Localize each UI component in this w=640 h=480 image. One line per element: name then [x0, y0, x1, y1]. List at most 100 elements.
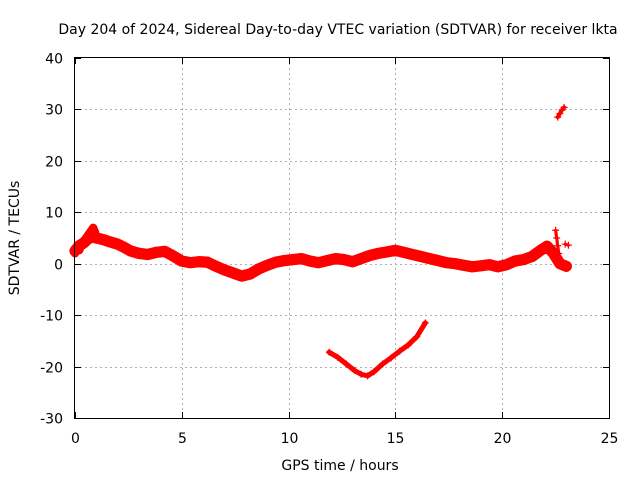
- data-point-marker: [342, 360, 350, 368]
- data-point-marker: [400, 248, 408, 256]
- tick-layer: [75, 58, 610, 419]
- data-point-marker: [421, 319, 429, 327]
- data-point-marker: [502, 261, 510, 269]
- data-point-marker: [120, 243, 128, 251]
- data-point-marker: [169, 252, 177, 260]
- data-point-marker: [135, 249, 143, 257]
- data-point-marker: [84, 231, 92, 239]
- y-axis-title: SDTVAR / TECUs: [7, 181, 23, 296]
- data-point-marker: [221, 266, 229, 274]
- data-point-marker: [351, 367, 359, 375]
- x-axis-title: GPS time / hours: [281, 458, 398, 474]
- data-point-marker: [494, 263, 502, 271]
- data-point-marker: [396, 347, 404, 355]
- y-tick-label: -20: [40, 361, 63, 377]
- data-point-marker: [552, 226, 560, 234]
- data-point-marker: [553, 234, 561, 242]
- y-tick-label: -30: [40, 412, 63, 428]
- data-point-marker: [555, 249, 563, 257]
- data-point-marker: [434, 257, 442, 265]
- data-point-marker: [289, 256, 297, 264]
- data-point-marker: [195, 258, 203, 266]
- data-point-marker: [374, 249, 382, 257]
- data-point-marker: [152, 248, 160, 256]
- chart-title: Day 204 of 2024, Sidereal Day-to-day VTE…: [58, 22, 617, 38]
- data-point-marker: [91, 229, 99, 237]
- data-point-marker: [105, 238, 113, 246]
- data-point-marker: [364, 372, 372, 380]
- x-tick-label: 0: [71, 431, 80, 447]
- data-point-marker: [144, 250, 152, 258]
- y-tick-label: -10: [40, 309, 63, 325]
- data-point-marker: [334, 353, 342, 361]
- data-point-marker: [357, 370, 365, 378]
- data-point-marker: [556, 257, 564, 265]
- y-tick-label: 20: [45, 155, 63, 171]
- data-point-marker: [562, 262, 570, 270]
- data-point-marker: [477, 262, 485, 270]
- series-isolated-point: [561, 240, 572, 249]
- data-point-marker: [229, 269, 237, 277]
- data-point-marker: [387, 354, 395, 362]
- x-tick-label: 25: [601, 431, 619, 447]
- series-band: [69, 231, 572, 282]
- data-point-marker: [263, 261, 271, 269]
- x-tick-label: 5: [178, 431, 187, 447]
- data-point-marker: [280, 257, 288, 265]
- series-upper-segment: [554, 103, 568, 121]
- data-point-marker: [460, 261, 468, 269]
- data-point-marker: [255, 265, 263, 273]
- data-point-marker: [81, 236, 89, 244]
- data-point-marker: [404, 341, 412, 349]
- data-point-marker: [370, 368, 378, 376]
- data-point-marker: [332, 255, 340, 263]
- data-point-marker: [413, 333, 421, 341]
- data-point-marker: [178, 257, 186, 265]
- x-tick-label: 15: [387, 431, 405, 447]
- data-point-marker: [408, 250, 416, 258]
- y-tick-label: 10: [45, 206, 63, 222]
- data-point-marker: [340, 256, 348, 264]
- data-point-marker: [366, 251, 374, 259]
- data-point-marker: [238, 272, 246, 280]
- data-point-marker: [349, 258, 357, 266]
- data-point-marker: [426, 255, 434, 263]
- data-point-marker: [543, 242, 551, 250]
- data-point-marker: [325, 348, 333, 356]
- data-point-marker: [77, 240, 85, 248]
- x-tick-label: 20: [494, 431, 512, 447]
- series-descending-arc: [325, 319, 429, 380]
- y-tick-label: 0: [54, 258, 63, 274]
- data-point-marker: [511, 257, 519, 265]
- data-point-marker: [560, 103, 568, 111]
- data-point-marker: [114, 240, 122, 248]
- data-point-marker: [485, 261, 493, 269]
- data-point-marker: [246, 270, 254, 278]
- data-point-marker: [89, 224, 97, 232]
- series-early-spike: [70, 223, 100, 258]
- data-point-marker: [520, 256, 528, 264]
- data-point-marker: [537, 246, 545, 254]
- x-tick-label: 10: [281, 431, 299, 447]
- grid-layer: [75, 58, 609, 418]
- data-point-marker: [127, 247, 135, 255]
- series-main-band: [69, 231, 572, 282]
- data-point-marker: [443, 259, 451, 267]
- data-point-marker: [417, 253, 425, 261]
- label-layer: 0 5 10 15 20 25 -30 -20 -10 0 10 20 30 40: [40, 52, 618, 448]
- data-point-marker: [357, 255, 365, 263]
- data-point-marker: [315, 259, 323, 267]
- data-point-marker: [203, 258, 211, 266]
- data-point-marker: [561, 240, 569, 248]
- data-point-marker: [554, 242, 562, 250]
- data-point-marker: [391, 246, 399, 254]
- data-point-marker: [272, 258, 280, 266]
- data-point-marker: [161, 247, 169, 255]
- data-point-marker: [556, 110, 564, 118]
- plot-frame: [74, 57, 610, 419]
- data-point-marker: [99, 236, 107, 244]
- data-point-marker: [379, 360, 387, 368]
- data-point-marker: [554, 113, 562, 121]
- data-point-marker: [451, 260, 459, 268]
